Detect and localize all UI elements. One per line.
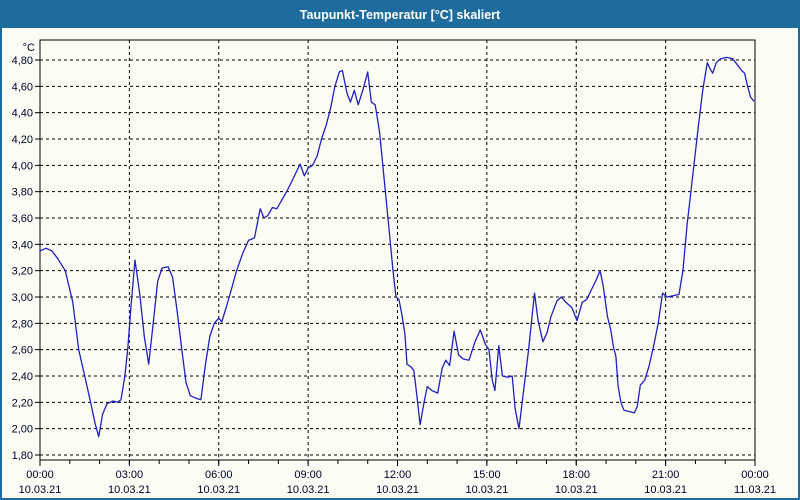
x-tick-time-label: 21:00 (652, 469, 680, 481)
y-tick-label: 4,80 (12, 55, 33, 67)
x-tick-date-label: 10.03.21 (465, 484, 508, 496)
y-tick-label: 3,60 (12, 213, 33, 225)
x-tick-date-label: 10.03.21 (197, 484, 240, 496)
window-title-bar (0, 0, 800, 28)
line-chart: 4,80 4,60 4,40 4,20 4,00 3,80 3,60 3,40 3,20 3,00… (12, 39, 776, 496)
x-tick-date-label: 10.03.21 (19, 484, 62, 496)
x-tick-time-label: 09:00 (294, 469, 322, 481)
y-tick-label: 2,00 (12, 424, 33, 436)
x-tick-date-label: 11.03.21 (734, 484, 776, 496)
y-tick-label: 2,60 (12, 345, 33, 357)
x-tick-time-label: 00:00 (26, 469, 54, 481)
y-tick-label: 4,20 (12, 134, 33, 146)
x-tick-time-label: 00:00 (741, 469, 769, 481)
y-tick-label: 2,80 (12, 318, 33, 330)
y-tick-label: 3,20 (12, 266, 33, 278)
y-tick-label: 4,40 (12, 108, 33, 120)
y-tick-label: 2,40 (12, 371, 33, 383)
x-tick-date-label: 10.03.21 (555, 484, 598, 496)
x-tick-date-label: 10.03.21 (376, 484, 419, 496)
x-tick-time-label: 03:00 (116, 469, 144, 481)
x-tick-time-label: 06:00 (205, 469, 233, 481)
x-tick-date-label: 10.03.21 (644, 484, 687, 496)
y-tick-label: 3,00 (12, 292, 33, 304)
x-tick-time-label: 15:00 (473, 469, 501, 481)
page-title: Taupunkt-Temperatur [°C] skaliert (300, 8, 501, 22)
x-tick-time-label: 18:00 (562, 469, 590, 481)
y-axis-unit-label: °C (23, 42, 35, 54)
y-tick-label: 1,80 (12, 450, 33, 462)
y-tick-label: 2,20 (12, 397, 33, 409)
y-tick-label: 3,40 (12, 239, 33, 251)
series-line (39, 56, 755, 438)
y-tick-label: 4,00 (12, 160, 33, 172)
x-tick-time-label: 12:00 (384, 469, 412, 481)
y-tick-label: 3,80 (12, 187, 33, 199)
x-tick-date-label: 10.03.21 (108, 484, 151, 496)
y-tick-label: 4,60 (12, 81, 33, 93)
x-tick-date-label: 10.03.21 (287, 484, 330, 496)
